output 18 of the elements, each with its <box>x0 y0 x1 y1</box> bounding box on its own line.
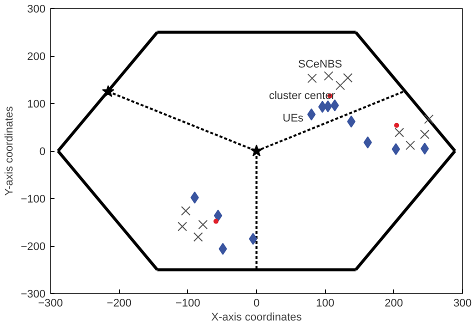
y-tick-label: 200 <box>27 51 46 63</box>
y-tick-label: 0 <box>39 146 46 158</box>
series-label: UEs <box>282 112 304 124</box>
x-tick-label: 200 <box>384 298 404 310</box>
x-tick-label: −200 <box>106 298 132 310</box>
y-tick-label: 100 <box>27 98 46 110</box>
x-tick-label: 100 <box>316 298 334 310</box>
series-label: SCeNBS <box>298 58 342 70</box>
y-tick-label: −300 <box>20 288 46 300</box>
y-tick-label: −200 <box>20 241 46 253</box>
x-tick-label: 0 <box>253 298 260 310</box>
y-tick-label: 300 <box>27 4 46 16</box>
y-axis-title: Y-axis coordinates <box>4 106 16 196</box>
x-tick-label: −300 <box>38 298 63 310</box>
y-tick-label: −100 <box>20 194 46 206</box>
x-tick-label: 300 <box>453 298 472 310</box>
x-tick-label: −100 <box>175 298 200 310</box>
x-axis-title: X-axis coordinates <box>211 312 302 324</box>
